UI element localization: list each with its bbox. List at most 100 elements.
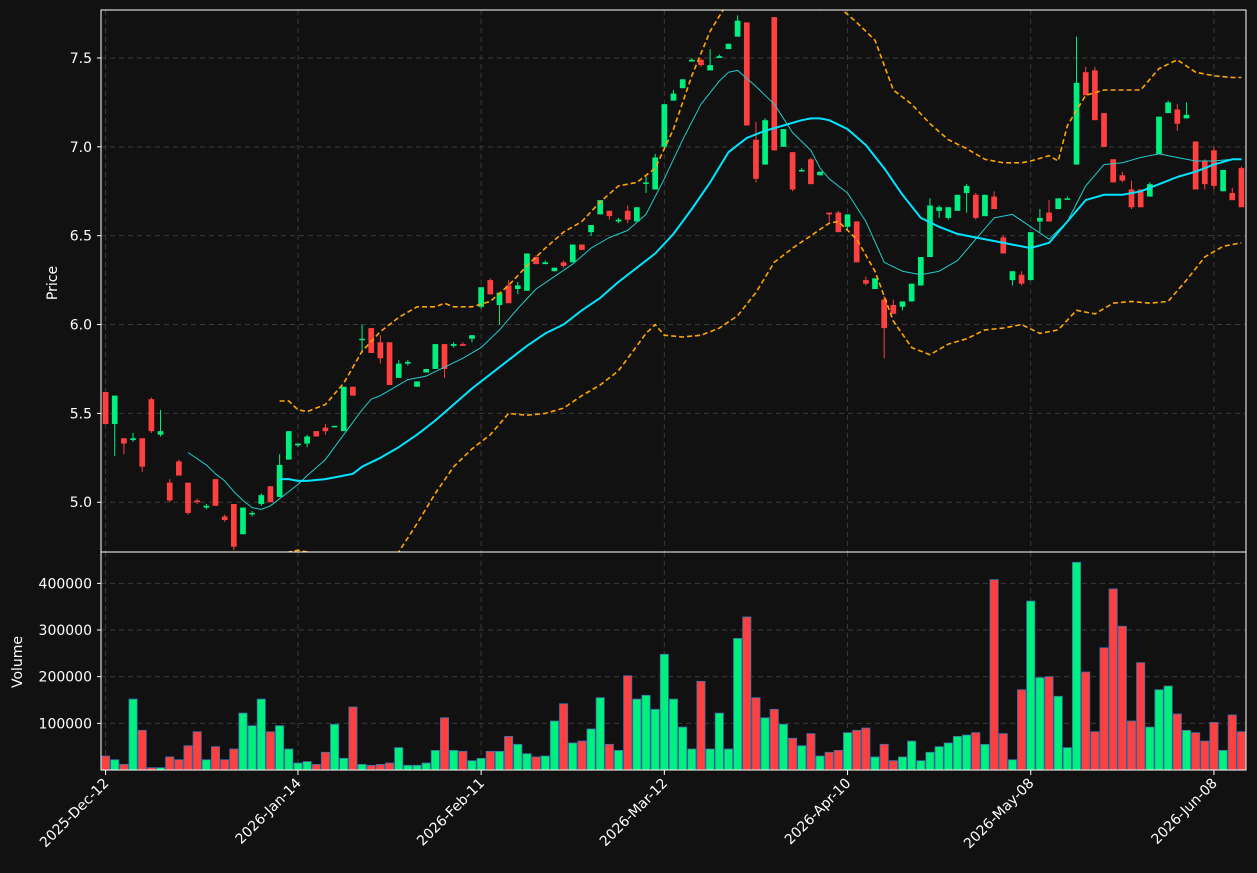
candle <box>835 210 842 233</box>
candle-body <box>331 425 338 428</box>
candle <box>121 438 127 455</box>
volume-bar <box>843 732 853 770</box>
volume-bar <box>174 759 184 770</box>
volume-bar <box>1218 750 1228 770</box>
volume-bar <box>897 756 908 770</box>
candle-body <box>148 399 155 432</box>
candle-body <box>762 120 768 165</box>
candle-body <box>817 171 823 176</box>
volume-bar <box>1117 625 1127 770</box>
candle-body <box>414 381 420 387</box>
volume-bar <box>137 729 147 770</box>
candle-body <box>844 214 851 227</box>
candle-body <box>872 278 878 289</box>
candle-body <box>524 253 530 291</box>
candle <box>331 425 338 428</box>
candle <box>1229 187 1236 201</box>
volume-bar <box>1062 747 1072 770</box>
candle-body <box>725 43 732 50</box>
volume-bar <box>815 755 825 770</box>
candle-body <box>1220 169 1226 192</box>
candle-body <box>423 368 430 373</box>
candle-body <box>432 344 439 369</box>
candle <box>350 386 356 396</box>
candle <box>478 287 484 309</box>
candle-body <box>954 194 961 211</box>
candle-body <box>963 185 970 194</box>
volume-bar <box>531 756 541 770</box>
volume-tick-label: 200000 <box>39 670 92 686</box>
volume-bar <box>412 764 422 770</box>
candle <box>148 397 155 433</box>
candle <box>798 168 805 172</box>
candle <box>542 260 549 265</box>
candle <box>359 324 365 353</box>
candle-body <box>395 363 402 378</box>
candle <box>450 342 457 348</box>
volume-bar <box>577 740 587 770</box>
candle <box>130 432 136 442</box>
candle <box>469 335 475 343</box>
candle-body <box>734 20 741 37</box>
volume-bar <box>210 746 221 770</box>
candle-body <box>350 386 356 396</box>
candle-body <box>496 292 503 305</box>
candle-body <box>185 482 191 513</box>
candle <box>853 221 860 263</box>
candle <box>780 129 787 147</box>
candle <box>927 198 933 258</box>
candle <box>954 194 961 211</box>
volume-bar <box>1026 600 1036 770</box>
candle <box>972 193 979 220</box>
candle-body <box>1037 217 1043 222</box>
volume-bar <box>952 736 962 770</box>
volume-bar <box>998 733 1008 770</box>
candle-body <box>1064 198 1071 200</box>
volume-bar <box>888 760 898 770</box>
price-tick-label: 6.5 <box>70 229 92 245</box>
candle <box>1211 146 1217 190</box>
candle-body <box>606 210 613 217</box>
volume-bar <box>907 740 917 770</box>
candle-body <box>1073 82 1080 165</box>
indicator-lines <box>187 10 1242 552</box>
candle-body <box>1119 175 1126 181</box>
volume-bar <box>366 764 376 770</box>
volume-bar <box>678 726 688 770</box>
candle-body <box>1027 232 1034 281</box>
volume-bar <box>394 747 404 770</box>
candle <box>606 210 613 220</box>
volume-bar <box>604 743 614 770</box>
volume-bar <box>705 748 715 770</box>
candle-body <box>634 207 640 222</box>
volume-bar <box>778 723 788 770</box>
volume-bar <box>458 750 468 770</box>
volume-bar <box>146 767 156 770</box>
candle-body <box>176 461 182 476</box>
candle <box>917 257 924 286</box>
volume-bar <box>439 717 450 770</box>
candle <box>1064 196 1071 200</box>
candle-body <box>661 104 668 147</box>
candle-body <box>212 479 219 506</box>
volume-bar <box>238 712 248 770</box>
candle <box>441 344 448 378</box>
candle-body <box>643 182 649 184</box>
candle <box>1055 198 1062 210</box>
volume-bar <box>797 745 807 770</box>
candle-body <box>588 225 594 233</box>
candle-body <box>771 17 778 151</box>
candle <box>771 17 778 151</box>
candle-body <box>441 344 448 369</box>
price-panel: 5.0 5.5 6.0 6.5 7.0 7.5 <box>70 9 1247 553</box>
candle-body <box>1046 212 1052 222</box>
candle <box>1128 180 1135 210</box>
volume-bar <box>1007 759 1017 770</box>
volume-bar <box>1035 677 1045 770</box>
volume-tick-label: 400000 <box>39 576 92 592</box>
candle <box>1101 113 1107 147</box>
candle-body <box>881 299 888 329</box>
volume-bar <box>385 762 395 770</box>
candle-body <box>982 194 988 217</box>
candle <box>487 278 494 295</box>
